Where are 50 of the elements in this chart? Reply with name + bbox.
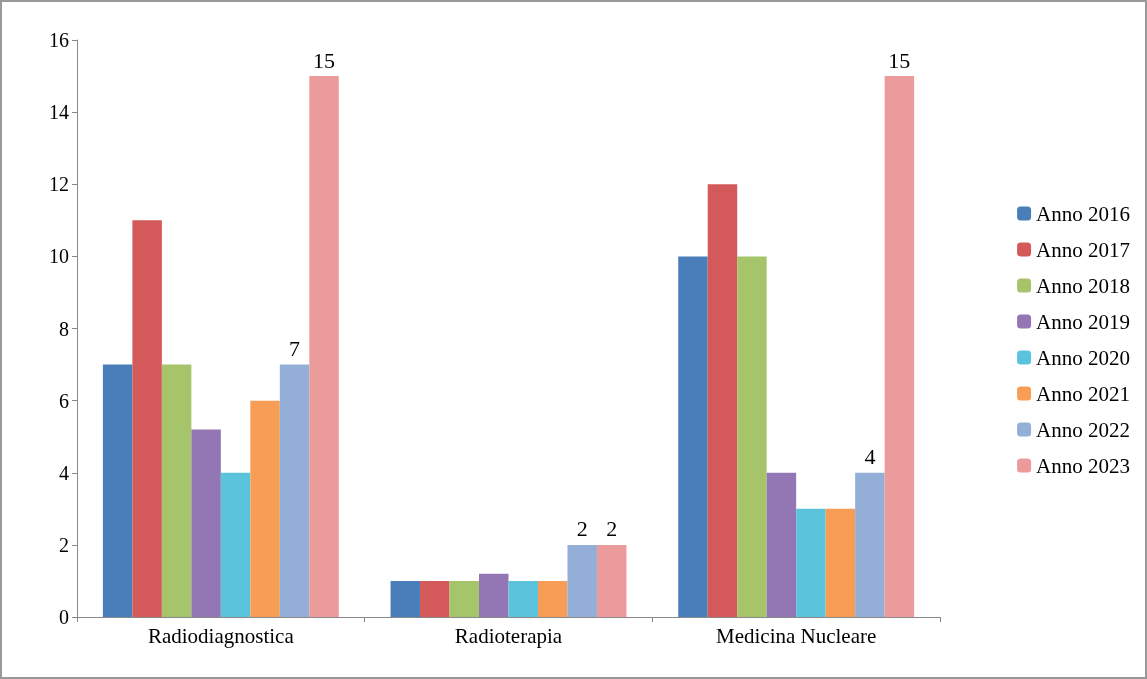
legend-label: Anno 2020 <box>1036 345 1131 370</box>
y-tick-label: 16 <box>49 29 69 51</box>
y-tick-label: 10 <box>49 245 69 268</box>
bar <box>678 256 708 617</box>
data-label: 4 <box>864 444 876 470</box>
bar <box>508 580 538 617</box>
bar <box>825 508 856 617</box>
bar <box>796 508 826 617</box>
legend-label: Anno 2021 <box>1036 381 1131 406</box>
bar <box>567 544 597 617</box>
bar <box>707 184 738 617</box>
bar <box>420 580 450 617</box>
data-label: 2 <box>576 516 588 542</box>
x-tick-label: Radioterapia <box>454 623 563 648</box>
legend-label: Anno 2017 <box>1036 237 1131 262</box>
bar <box>884 76 915 617</box>
bar <box>102 364 133 617</box>
legend-label: Anno 2016 <box>1036 201 1131 226</box>
bar <box>737 256 767 617</box>
bar <box>449 580 480 617</box>
legend-label: Anno 2019 <box>1036 309 1131 334</box>
data-label: 2 <box>606 516 618 542</box>
legend-label: Anno 2018 <box>1036 273 1131 298</box>
bar <box>161 364 192 617</box>
bar <box>132 220 162 617</box>
legend-label: Anno 2023 <box>1036 453 1131 478</box>
y-tick-label: 12 <box>49 173 69 196</box>
bar <box>220 472 251 617</box>
bar <box>191 429 221 617</box>
bar <box>855 472 885 617</box>
bar <box>479 573 509 617</box>
bar <box>766 472 797 617</box>
legend-label: Anno 2022 <box>1036 417 1131 442</box>
x-tick-label: Medicina Nucleare <box>715 623 877 648</box>
x-tick-label: Radiodiagnostica <box>147 623 295 648</box>
bar <box>537 580 568 617</box>
data-label: 7 <box>289 336 301 362</box>
bar <box>596 544 627 617</box>
y-tick-label: 2 <box>59 533 69 556</box>
bar <box>390 580 421 617</box>
data-label: 15 <box>888 47 911 73</box>
y-tick-label: 6 <box>59 389 69 412</box>
bar <box>279 364 310 617</box>
bar <box>250 400 280 617</box>
y-tick-label: 8 <box>59 317 69 340</box>
y-tick-label: 14 <box>49 101 69 124</box>
data-label: 15 <box>313 47 336 73</box>
y-tick-label: 0 <box>59 606 69 628</box>
bar <box>309 76 339 617</box>
y-tick-label: 4 <box>59 461 69 484</box>
